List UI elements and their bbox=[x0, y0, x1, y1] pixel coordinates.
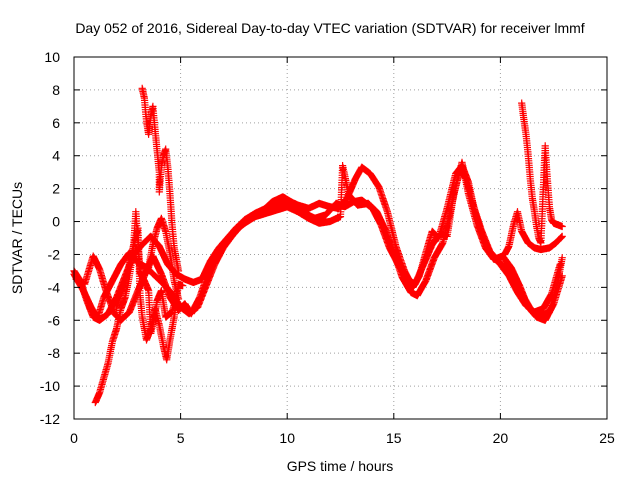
data-series bbox=[70, 84, 566, 407]
plus-markers bbox=[113, 208, 180, 337]
plus-markers bbox=[501, 208, 566, 259]
y-tick-label: 8 bbox=[52, 82, 60, 98]
y-tick-label: -4 bbox=[48, 279, 61, 295]
x-tick-label: 20 bbox=[493, 430, 509, 446]
series-track-9 bbox=[501, 208, 566, 259]
plus-markers bbox=[72, 158, 566, 324]
chart-title: Day 052 of 2016, Sidereal Day-to-day VTE… bbox=[75, 20, 584, 36]
series-track-3 bbox=[72, 158, 566, 324]
y-tick-label: -6 bbox=[48, 312, 61, 328]
series-track-8 bbox=[518, 99, 566, 247]
plus-markers bbox=[138, 84, 183, 275]
tick-labels: 0 5 10 15 20 25 -12 -10 -8 -6 -4 -2 0 2 4 6 8 10 bbox=[40, 49, 615, 446]
y-axis-label: SDTVAR / TECUs bbox=[9, 182, 25, 294]
y-tick-label: 0 bbox=[52, 214, 60, 230]
x-axis-label: GPS time / hours bbox=[287, 458, 394, 474]
series-track-6 bbox=[138, 84, 183, 275]
y-tick-label: 2 bbox=[52, 181, 60, 197]
x-tick-label: 0 bbox=[70, 430, 78, 446]
x-tick-label: 5 bbox=[177, 430, 185, 446]
x-tick-label: 15 bbox=[386, 430, 402, 446]
y-tick-label: 4 bbox=[52, 148, 60, 164]
series-track-5 bbox=[113, 208, 180, 337]
y-tick-label: -2 bbox=[48, 246, 61, 262]
x-tick-label: 25 bbox=[599, 430, 615, 446]
plot-frame bbox=[73, 56, 608, 420]
plus-markers bbox=[518, 99, 566, 247]
y-tick-label: 6 bbox=[52, 115, 60, 131]
axis-ticks bbox=[73, 56, 608, 420]
series-track-7 bbox=[145, 214, 183, 303]
y-tick-label: 10 bbox=[44, 49, 60, 65]
x-tick-label: 10 bbox=[279, 430, 295, 446]
y-tick-label: -10 bbox=[40, 378, 60, 394]
plus-markers bbox=[145, 214, 183, 303]
y-tick-label: -8 bbox=[48, 345, 61, 361]
y-tick-label: -12 bbox=[40, 411, 60, 427]
